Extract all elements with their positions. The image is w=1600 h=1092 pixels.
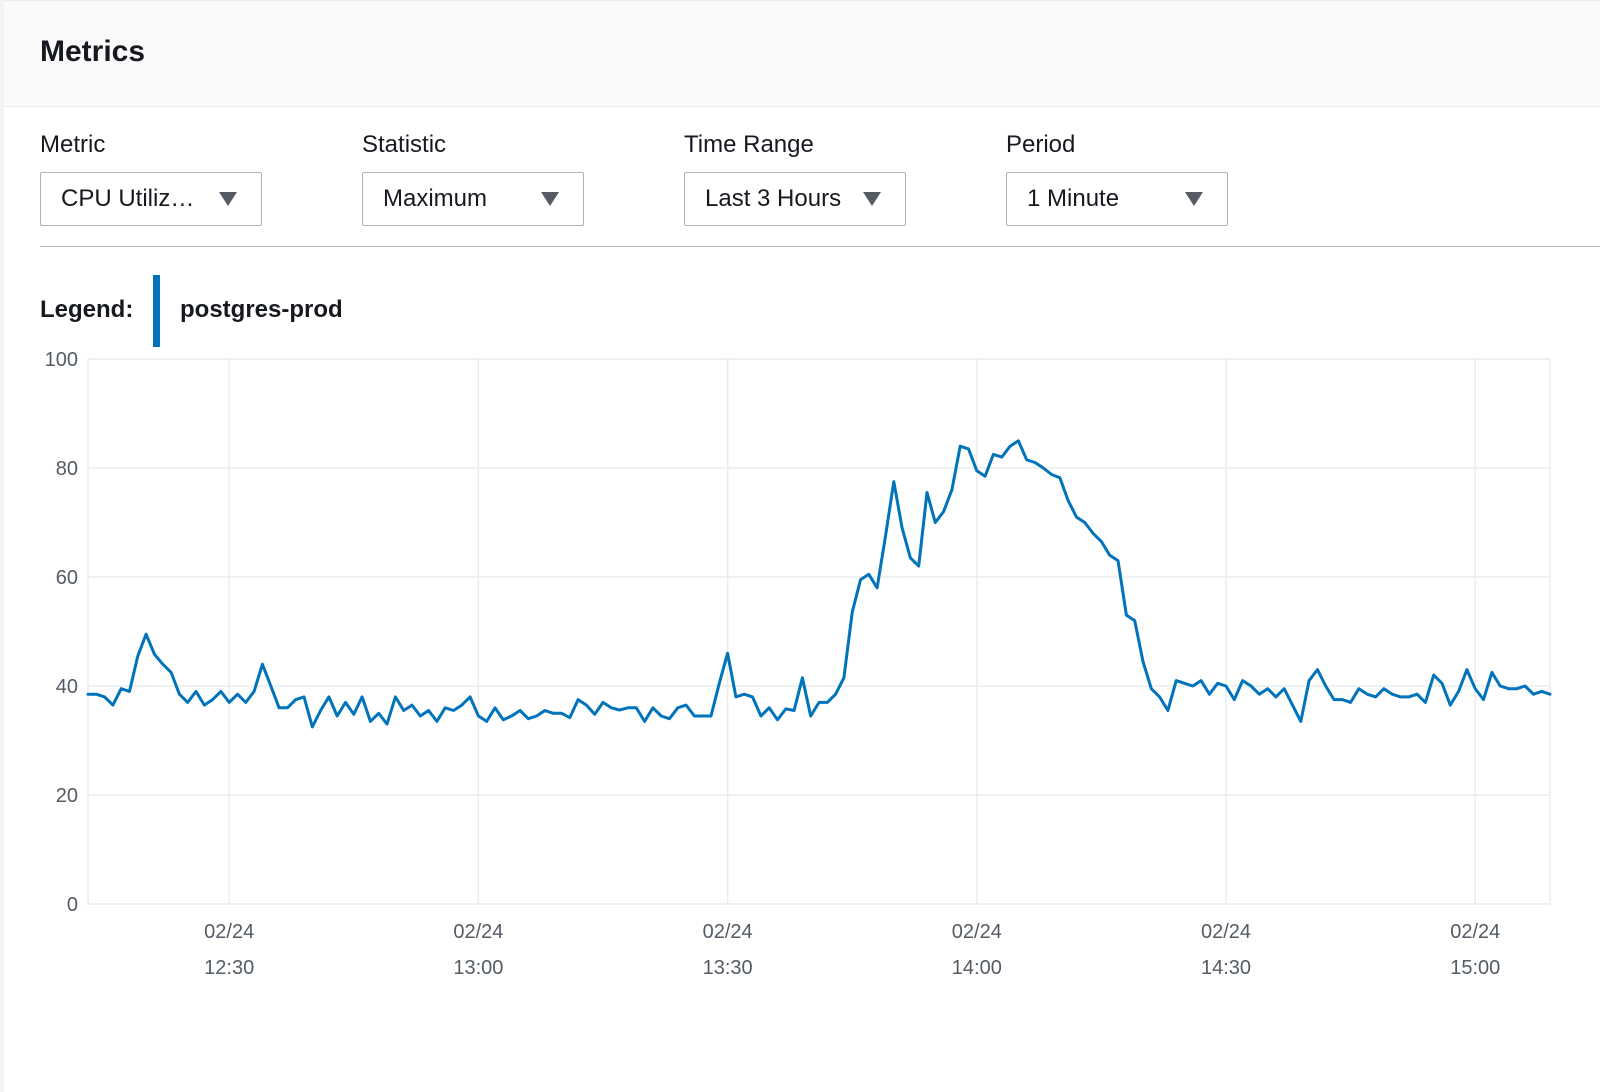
plot-area xyxy=(87,358,1551,905)
x-tick-date: 02/24 xyxy=(1450,921,1500,943)
caret-down-icon xyxy=(541,192,559,206)
panel-title: Metrics xyxy=(40,35,146,68)
metric-label: Metric xyxy=(40,131,106,158)
x-tick-time: 12:30 xyxy=(204,957,254,979)
caret-down-icon xyxy=(219,192,237,206)
x-tick-date: 02/24 xyxy=(952,921,1002,943)
x-tick-date: 02/24 xyxy=(453,921,503,943)
time-range-select[interactable]: Last 3 Hours xyxy=(684,172,906,226)
x-tick-time: 14:30 xyxy=(1201,957,1251,979)
x-tick-date: 02/24 xyxy=(1201,921,1251,943)
line-chart: 0 20 40 60 80 100 02/24 12:30 02/24 13:00 02/24 13:… xyxy=(45,350,1552,979)
x-tick-time: 13:00 xyxy=(453,957,503,979)
period-control: Period 1 Minute xyxy=(1006,130,1236,226)
time-range-select-value: Last 3 Hours xyxy=(705,185,842,212)
legend-label: Legend: xyxy=(40,296,134,323)
metric-select[interactable]: CPU Utiliz… xyxy=(40,172,262,226)
legend-swatch xyxy=(153,275,160,347)
statistic-control: Statistic Maximum xyxy=(362,130,592,226)
period-select-value: 1 Minute xyxy=(1027,185,1120,212)
x-tick-time: 13:30 xyxy=(703,957,753,979)
y-tick-label: 20 xyxy=(56,785,78,807)
series-line-postgres-prod xyxy=(86,439,1552,729)
statistic-select-value: Maximum xyxy=(383,185,488,212)
time-range-control: Time Range Last 3 Hours xyxy=(684,130,914,226)
panel-header: Metrics xyxy=(4,0,1600,107)
caret-down-icon xyxy=(863,192,881,206)
metric-control: Metric CPU Utiliz… xyxy=(40,130,270,226)
caret-down-icon xyxy=(1185,192,1203,206)
y-tick-label: 0 xyxy=(67,894,78,916)
x-tick-time: 15:00 xyxy=(1450,957,1500,979)
y-tick-label: 40 xyxy=(56,676,78,698)
metric-select-value: CPU Utiliz… xyxy=(61,185,195,212)
controls-divider xyxy=(40,246,1600,247)
period-label: Period xyxy=(1006,131,1076,158)
x-tick-date: 02/24 xyxy=(204,921,254,943)
x-tick-date: 02/24 xyxy=(703,921,753,943)
statistic-label: Statistic xyxy=(362,131,447,158)
time-range-label: Time Range xyxy=(684,131,814,158)
y-tick-label: 80 xyxy=(56,458,78,480)
x-tick-time: 14:00 xyxy=(952,957,1002,979)
y-tick-label: 100 xyxy=(45,350,78,371)
y-tick-label: 60 xyxy=(56,567,78,589)
legend-series-name: postgres-prod xyxy=(180,296,343,323)
statistic-select[interactable]: Maximum xyxy=(362,172,584,226)
period-select[interactable]: 1 Minute xyxy=(1006,172,1228,226)
panel-left-edge xyxy=(0,0,4,1092)
